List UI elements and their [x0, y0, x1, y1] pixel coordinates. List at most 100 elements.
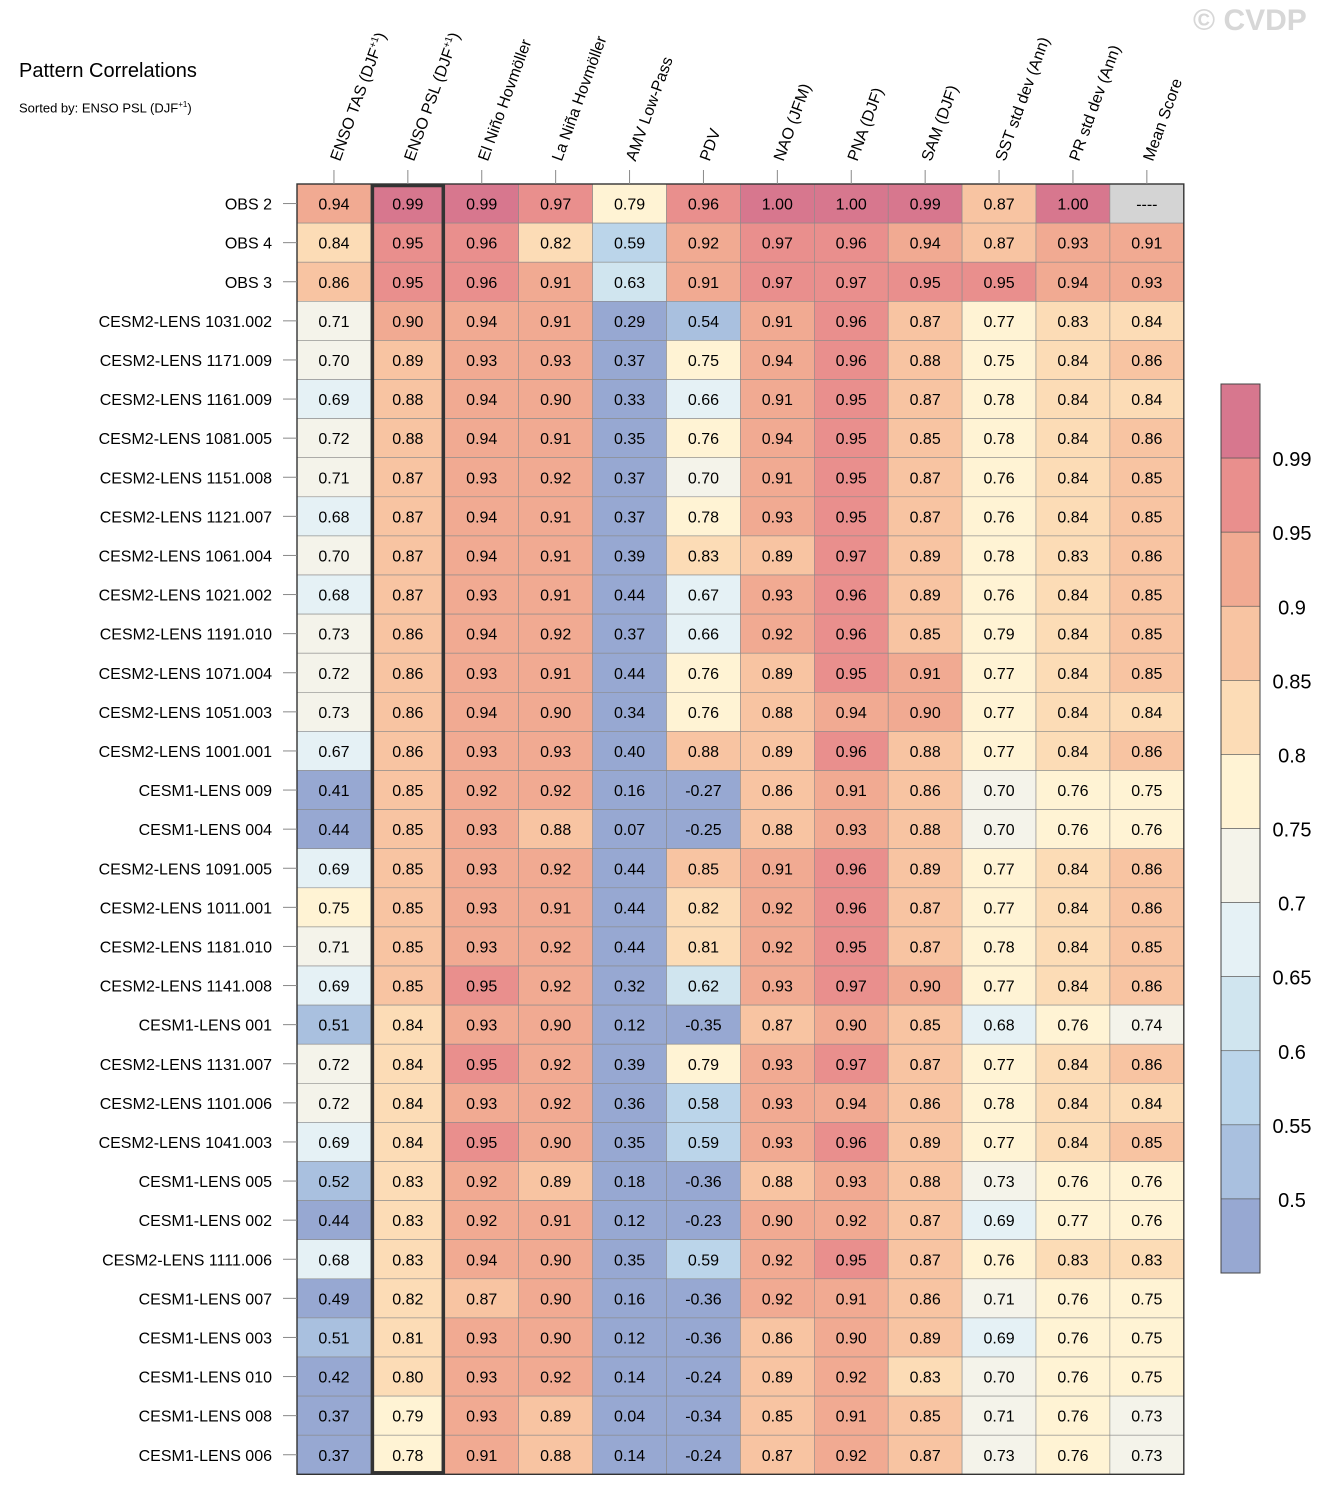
cell-value-label: 0.99 [392, 197, 423, 214]
cell-value-label: 0.76 [1131, 1174, 1162, 1191]
heatmap-cell [887, 770, 963, 810]
column-label: ENSO PSL (DJF+1) [401, 30, 464, 163]
heatmap-cell [444, 770, 519, 810]
heatmap-cell [518, 457, 593, 498]
cell-value-label: 0.78 [983, 392, 1014, 409]
heatmap-cell [592, 965, 667, 1006]
watermark: © CVDP [1193, 4, 1307, 37]
heatmap-cell [1109, 261, 1185, 302]
cell-value-label: 0.91 [762, 314, 793, 331]
cell-value-label: 0.80 [392, 1370, 423, 1387]
heatmap-cell [370, 496, 446, 537]
heatmap-cell [666, 222, 741, 263]
heatmap-cell [1035, 1356, 1111, 1397]
cell-value-label: 0.85 [392, 979, 423, 996]
cell-value-label: 0.92 [762, 900, 793, 917]
cell-value-label: 0.78 [983, 939, 1014, 956]
heatmap-cell [666, 1239, 741, 1280]
heatmap-cell [370, 809, 446, 849]
heatmap-cell [740, 574, 815, 615]
heatmap-cell [813, 691, 889, 732]
row-label: CESM2-LENS 1121.007 [100, 509, 272, 526]
cell-value-label: 0.69 [983, 1330, 1014, 1347]
cell-value-label: 0.84 [1057, 627, 1088, 644]
heatmap-cell [592, 1239, 667, 1280]
colorbar-swatch [1220, 902, 1261, 977]
heatmap-cell [887, 848, 963, 889]
cell-value-label: 0.97 [762, 236, 793, 253]
heatmap-cell [592, 1434, 667, 1475]
colorbar-tick-label: 0.8 [1278, 745, 1306, 767]
heatmap-cell [444, 1239, 519, 1280]
cell-value-label: 0.86 [1131, 861, 1162, 878]
heatmap-cell [1109, 1239, 1185, 1280]
column-label: PNA (DJF) [845, 86, 887, 164]
cell-value-label: 0.75 [688, 353, 719, 370]
cell-value-label: 0.70 [983, 822, 1014, 839]
cell-value-label: 0.73 [318, 705, 349, 722]
cell-value-label: 0.93 [466, 666, 497, 683]
heatmap-cell [813, 183, 889, 224]
cell-value-label: 0.88 [540, 1448, 571, 1465]
cell-value-label: 0.33 [614, 392, 645, 409]
heatmap-cell [961, 1356, 1037, 1397]
heatmap-cell [961, 691, 1037, 732]
cell-value-label: 0.94 [466, 509, 497, 526]
cell-value-label: 0.89 [910, 1330, 941, 1347]
cell-value-label: 0.87 [910, 1057, 941, 1074]
heatmap-cell [592, 809, 667, 849]
cell-value-label: 0.91 [762, 470, 793, 487]
cell-value-label: 0.70 [983, 783, 1014, 800]
column-label: AMV Low-Pass [623, 55, 676, 164]
cell-value-label: 0.84 [1057, 1096, 1088, 1113]
cell-value-label: 0.92 [762, 627, 793, 644]
heatmap-cell [961, 457, 1037, 498]
cell-value-label: 0.94 [466, 1252, 497, 1269]
heatmap-cell [887, 1395, 963, 1436]
heatmap-cell [370, 457, 446, 498]
cell-value-label: 0.93 [762, 1057, 793, 1074]
row-label: CESM2-LENS 1021.002 [99, 588, 273, 605]
colorbar-swatch [1220, 754, 1261, 829]
heatmap-cell [444, 809, 519, 849]
heatmap-cell [370, 418, 446, 459]
cell-value-label: 0.79 [614, 197, 645, 214]
cell-value-label: 0.76 [1057, 783, 1088, 800]
heatmap-cell [887, 965, 963, 1006]
heatmap-cell [887, 613, 963, 654]
heatmap-cell [740, 887, 815, 928]
cell-value-label: 0.93 [466, 353, 497, 370]
cell-value-label: 0.91 [688, 275, 719, 292]
cell-value-label: 0.95 [392, 236, 423, 253]
cell-value-label: 0.67 [318, 744, 349, 761]
cell-value-label: 0.69 [318, 392, 349, 409]
cell-value-label: 0.83 [688, 548, 719, 565]
cell-value-label: 0.85 [910, 627, 941, 644]
row-label: CESM2-LENS 1081.005 [99, 431, 273, 448]
cell-value-label: 0.93 [466, 861, 497, 878]
heatmap-cell [666, 965, 741, 1006]
heatmap-cell [740, 300, 815, 341]
cell-value-label: 0.94 [836, 705, 867, 722]
row-label: CESM1-LENS 009 [139, 783, 272, 800]
cell-value-label: 0.32 [614, 979, 645, 996]
heatmap-cell [813, 731, 889, 771]
cell-value-label: -0.36 [685, 1330, 722, 1347]
heatmap-cell [370, 1200, 446, 1240]
heatmap-cell [444, 1317, 519, 1358]
heatmap-cell [370, 574, 446, 615]
cell-value-label: 0.83 [392, 1213, 423, 1230]
row-label: CESM1-LENS 010 [139, 1370, 272, 1387]
cell-value-label: 0.90 [540, 1018, 571, 1035]
cell-value-label: 0.76 [688, 705, 719, 722]
heatmap-cell [740, 1317, 815, 1358]
cell-value-label: 0.52 [318, 1174, 349, 1191]
cell-value-label: 0.85 [392, 822, 423, 839]
cell-value-label: 0.34 [614, 705, 645, 722]
heatmap-cell [961, 965, 1037, 1006]
cell-value-label: 0.91 [1131, 236, 1162, 253]
heatmap-cell [1035, 652, 1111, 693]
cell-value-label: 0.91 [466, 1448, 497, 1465]
heatmap-cell [518, 183, 593, 224]
cell-value-label: 0.84 [1057, 861, 1088, 878]
